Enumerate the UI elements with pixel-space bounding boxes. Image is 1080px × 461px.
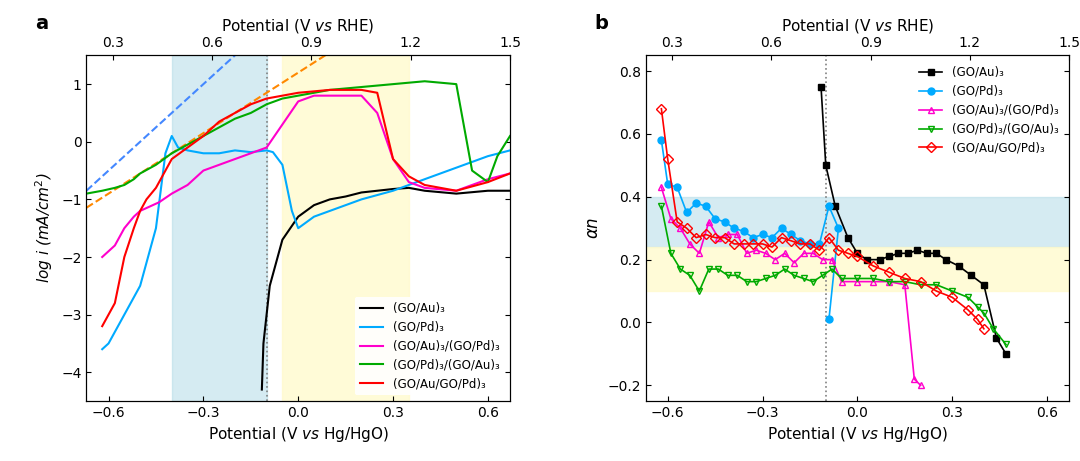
- Y-axis label: $\alpha n$: $\alpha n$: [583, 217, 602, 239]
- Y-axis label: log $i$ (mA/cm$^2$): log $i$ (mA/cm$^2$): [33, 173, 55, 284]
- X-axis label: Potential (V $\mathit{vs}$ Hg/HgO): Potential (V $\mathit{vs}$ Hg/HgO): [767, 426, 948, 444]
- Text: a: a: [36, 14, 49, 33]
- X-axis label: Potential (V $\mathit{vs}$ RHE): Potential (V $\mathit{vs}$ RHE): [781, 18, 934, 35]
- X-axis label: Potential (V $\mathit{vs}$ Hg/HgO): Potential (V $\mathit{vs}$ Hg/HgO): [207, 426, 389, 444]
- Bar: [172, 55, 267, 401]
- Legend: (GO/Au)₃, (GO/Pd)₃, (GO/Au)₃/(GO/Pd)₃, (GO/Pd)₃/(GO/Au)₃, (GO/Au/GO/Pd)₃: (GO/Au)₃, (GO/Pd)₃, (GO/Au)₃/(GO/Pd)₃, (…: [914, 61, 1064, 160]
- Text: b: b: [595, 14, 609, 33]
- Bar: [646, 197, 1069, 247]
- X-axis label: Potential (V $\mathit{vs}$ RHE): Potential (V $\mathit{vs}$ RHE): [221, 18, 375, 35]
- Legend: (GO/Au)₃, (GO/Pd)₃, (GO/Au)₃/(GO/Pd)₃, (GO/Pd)₃/(GO/Au)₃, (GO/Au/GO/Pd)₃: (GO/Au)₃, (GO/Pd)₃, (GO/Au)₃/(GO/Pd)₃, (…: [355, 297, 504, 395]
- Bar: [646, 247, 1069, 291]
- Bar: [282, 55, 409, 401]
